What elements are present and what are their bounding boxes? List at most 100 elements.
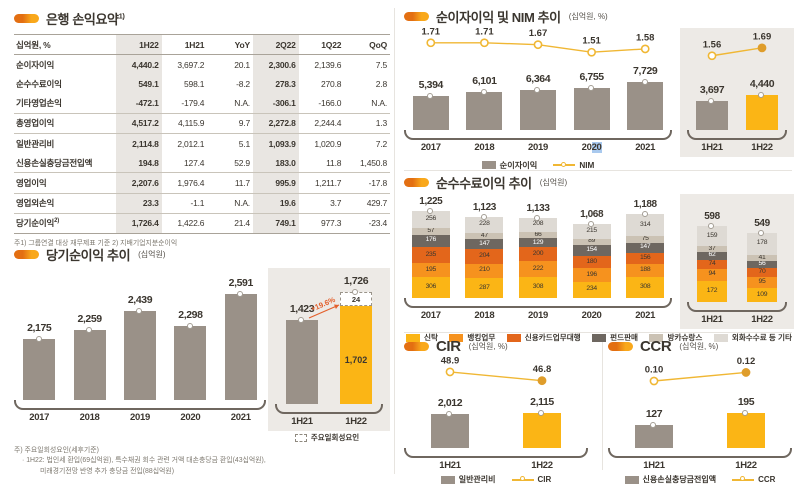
cell-value: 2,114.8 [116,133,162,154]
bar-pin-icon [446,411,453,417]
segment-외화수수료 등 기타: 228 [465,216,504,233]
category-label-2019: 2019 [528,142,548,153]
legend-item: 신탁 [406,332,438,343]
category-axis: 1H21 1H22 [404,460,588,471]
bullet-pill-icon [14,249,39,259]
segment-펀드판매: 62 [697,251,727,260]
bar-pin-icon [534,87,541,93]
segment-펀드판매: 147 [626,242,665,253]
cell-value: 20.1 [234,59,250,70]
legend-label: 주요일회성요인 [310,433,360,442]
legend-swatch-icon [440,475,455,484]
bar-value-label: 195 [737,396,755,408]
stacked-bar-1H22: 109 95 70 56 41 178 [747,232,777,302]
axis-bracket [404,130,672,140]
plot-area: 2,012 2,115 [404,394,588,448]
divider-horizontal-top [404,170,792,171]
bar-pin-icon [641,211,648,218]
legend-item: 펀드판매 [592,332,638,343]
category-axis: 1H21 1H22 [687,142,787,153]
trend-line [449,371,543,382]
footnote-line: 주) 주요일회성요인(세후기준) [14,447,99,454]
line-marker [533,40,543,50]
table-row-당기순이익: 당기순이익2) 1,726.4 1,422.6 21.4 749.1 977.3 -23.4 [14,213,390,234]
segment-외화수수료 등 기타: 256 [411,210,450,229]
segment-신탁: 308 [519,276,557,298]
row-label: 기타영업손익 [16,98,62,109]
nii-nim-main-panel: 1.71 1.71 1.67 1.51 1.58 5,394 6,101 6,364 6,755… [404,26,672,153]
category-label-1H21: 1H21 [701,142,723,153]
segment-신용카드업무대행: 70 [747,267,777,277]
stacked-bar-2017: 306 195 235 176 57 256 [411,210,450,298]
section-net-income-trend: 당기순이익 추이 (십억원) 2,175 2,259 2,439 2,298 2,591… [14,246,390,475]
section-title-ccr: CCR (십억원, %) [608,338,796,355]
bar-pin-icon [534,214,541,221]
income-summary-title: 은행 손익요약1) [46,9,125,28]
bar-value-label: 6,101 [472,75,497,87]
cir-unit: (십억원, %) [468,341,508,351]
growth-arrow-line [308,304,340,319]
cell-value: 278.3 [252,74,299,94]
section-ccr: CCR (십억원, %) 0.10 0.12 127 195 1H21 1H22 신용손실… [608,338,796,485]
category-label-2017: 2017 [420,142,441,153]
ccr-chart: 0.10 0.12 127 195 1H21 1H22 [608,356,796,471]
nii-nim-main-chart: 1.71 1.71 1.67 1.51 1.58 5,394 6,101 6,364 6,755… [404,26,672,153]
legend-swatch-icon [481,161,496,169]
line-marker [445,367,455,377]
cell-value: -166.0 [318,98,342,109]
cell-value: -306.1 [252,93,299,114]
segment-방카슈랑스: 37 [697,245,727,252]
bar-1H21 [696,101,728,130]
cell-value: 598.1 [184,78,205,89]
segment-신탁: 109 [747,288,777,302]
bar-value-label: 1,423 [289,303,315,315]
legend-line-icon [553,161,576,167]
bar-value-label: 2,012 [437,397,463,409]
cell-value: 1,020.9 [314,138,342,149]
cell-value: 977.3 [321,218,342,229]
legend-dashed-box-icon [294,433,307,442]
growth-arrow-svg: +19.6% [308,295,340,319]
legend-swatch-icon [406,333,420,342]
bar-value-label: 2,298 [178,309,203,321]
section-title-cir: CIR (십억원, %) [404,338,596,355]
segment-펀드판매: 56 [747,260,777,268]
bar-1H21 [635,425,673,448]
cell-value: 749.1 [252,213,299,234]
bar-value-label: 4,440 [749,78,775,90]
total-value-label: 1,225 [419,195,443,207]
cell-value: 270.8 [321,78,342,89]
cell-value: -1.1 [190,198,205,209]
axis-bracket [687,130,787,140]
fee-main-panel: 306 195 235 176 57 256 1,225 287 210 204 147 47 228 1… [404,194,672,321]
cell-value: -17.8 [368,177,388,188]
plot-area: 5,394 6,101 6,364 6,755 7,729 [404,65,672,130]
cell-value: N.A. [234,198,250,209]
column-header-QoQ: QoQ [369,39,387,50]
bar-pin-icon [588,220,594,227]
segment-신탁: 234 [572,281,611,298]
bar-value-label: 6,364 [525,73,551,85]
bar-2018 [73,330,106,400]
net-income-footnotes: 주) 주요일회성요인(세후기준) · 1H22: 법인세 환입(69십억원), … [14,446,344,477]
segment-신용카드업무대행: 156 [626,252,665,264]
section-income-summary: 은행 손익요약1) 십억원, % 1H22 1H21 YoY 2Q22 1Q22 QoQ 순이… [14,10,390,249]
plot-area: 2,175 2,259 2,439 2,298 2,591 [14,268,266,400]
axis-bracket [608,448,792,458]
bar-1H22 [746,95,778,130]
segment-신탁: 287 [465,278,504,298]
nii-nim-inset-panel: 1.56 1.69 3,697 4,440 1H21 1H22 [687,31,787,153]
bullet-pill-icon [14,13,39,23]
segment-방카슈랑스: 66 [519,231,557,239]
fee-income-unit: (십억원) [539,177,568,187]
category-axis: 1H21 1H22 [687,314,787,325]
nii-nim-inset-panel: 1.56 1.69 3,697 4,440 1H21 1H22 [680,28,794,157]
legend-line-marker-icon [740,476,746,481]
bar-pin-icon [742,410,749,416]
bar-pin-icon [650,422,657,428]
row-label: 순이자이익 [16,59,55,70]
cell-value: 194.8 [116,153,162,173]
legend-item: 뱅킹업무 [449,332,495,343]
cell-value: 3.7 [330,198,342,209]
cell-value: 2,244.4 [314,118,342,129]
